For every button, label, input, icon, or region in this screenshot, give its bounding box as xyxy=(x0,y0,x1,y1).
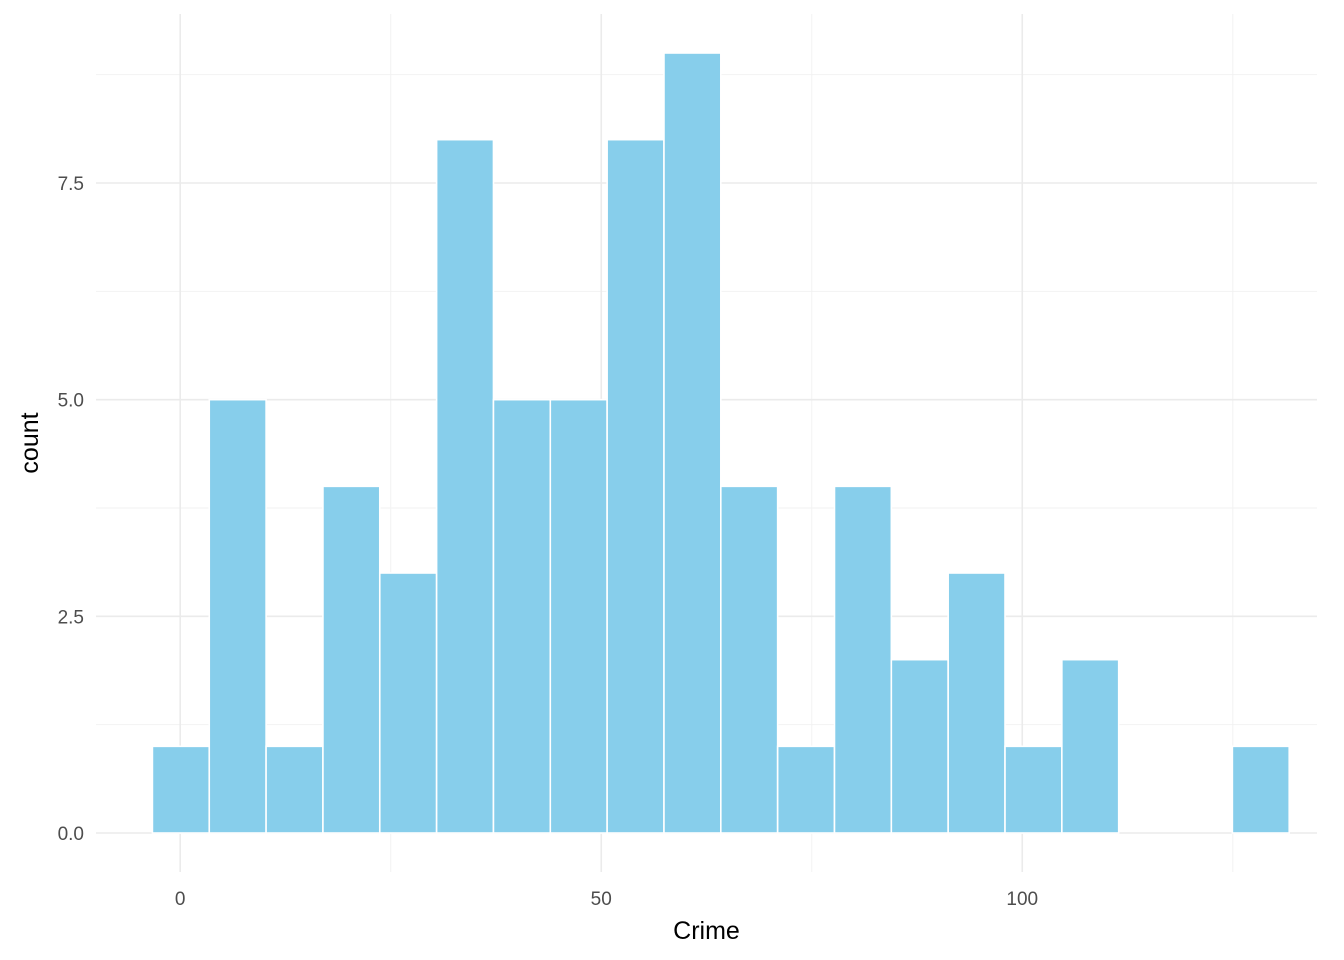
histogram-bar xyxy=(890,658,949,834)
histogram-bar xyxy=(947,572,1006,834)
x-tick-label: 100 xyxy=(1006,889,1038,910)
histogram-bar xyxy=(1004,745,1063,834)
histogram-bar xyxy=(208,398,267,834)
histogram-bar xyxy=(720,485,779,834)
y-tick-label: 7.5 xyxy=(58,174,84,195)
histogram-bar xyxy=(776,745,836,834)
histogram-bar xyxy=(606,138,665,834)
x-axis-title: Crime xyxy=(673,917,740,945)
histogram-bar xyxy=(549,398,608,834)
histogram-bar xyxy=(833,485,893,834)
histogram-bar xyxy=(1231,745,1291,834)
histogram-bar xyxy=(663,52,722,834)
y-tick-label: 5.0 xyxy=(58,391,84,412)
histogram-bar xyxy=(1061,658,1120,834)
x-axis-tick-labels: 0 50 100 xyxy=(175,889,1038,910)
histogram-bars xyxy=(151,52,1291,834)
y-axis-tick-labels: 0.0 2.5 5.0 7.5 xyxy=(58,174,84,845)
histogram-bar xyxy=(151,745,211,834)
y-tick-label: 0.0 xyxy=(58,824,84,845)
histogram-bar xyxy=(378,572,438,834)
histogram-bar xyxy=(492,398,552,834)
histogram-bar xyxy=(322,485,381,834)
y-axis-title: count xyxy=(16,412,44,473)
x-tick-label: 50 xyxy=(591,889,612,910)
x-tick-label: 0 xyxy=(175,889,186,910)
y-tick-label: 2.5 xyxy=(58,607,84,628)
histogram-bar xyxy=(435,138,495,834)
histogram-bar xyxy=(265,745,324,834)
